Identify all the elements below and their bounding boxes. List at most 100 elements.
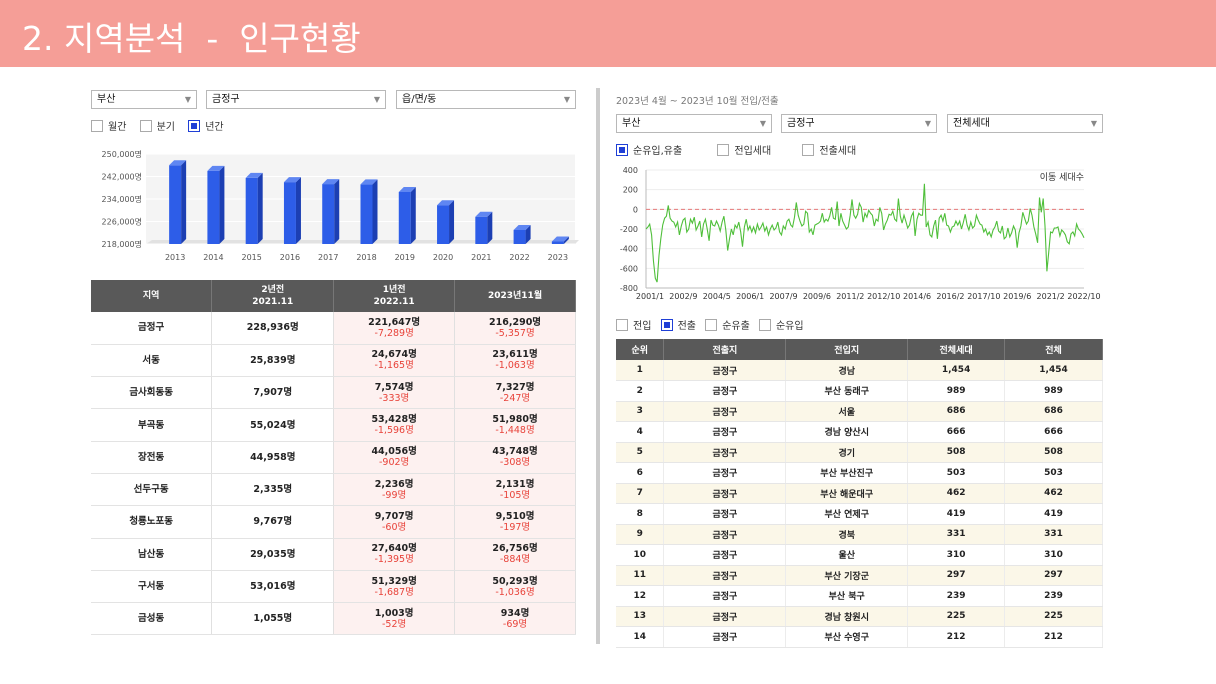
value-2021: 44,958명 bbox=[250, 451, 296, 463]
value-2023-cell: 51,980명 -1,448명 bbox=[454, 408, 576, 442]
select-sido[interactable]: 부산 ▼ bbox=[91, 90, 197, 109]
select-sigungu-right[interactable]: 금정구 ▼ bbox=[781, 114, 937, 133]
destination-cell: 경남 창원시 bbox=[785, 606, 909, 627]
bar-side-2016 bbox=[295, 177, 301, 244]
region-name: 금성동 bbox=[138, 613, 165, 625]
value-2023-cell: 9,510명 -197명 bbox=[454, 505, 576, 539]
value-2021-cell: 7,907명 bbox=[211, 376, 335, 410]
value-2021-cell: 228,936명 bbox=[211, 312, 335, 345]
table-row: 11 금정구 부산 기장군 297 297 bbox=[616, 565, 1103, 586]
origin-cell: 금정구 bbox=[663, 421, 787, 443]
origin-cell: 금정구 bbox=[663, 462, 787, 484]
destination-cell: 경남 bbox=[785, 360, 909, 381]
value-2023: 43,748명 bbox=[492, 446, 538, 458]
x-tick-label: 2022/10 bbox=[1067, 292, 1100, 301]
total-cell: 686 bbox=[1004, 401, 1103, 422]
region-cell: 부곡동 bbox=[91, 408, 213, 442]
x-tick-label: 2018 bbox=[356, 253, 376, 262]
checkbox-icon bbox=[705, 319, 718, 331]
table-option-label: 순유입 bbox=[775, 321, 804, 332]
rank-cell: 2 bbox=[616, 380, 665, 402]
table-row: 2 금정구 부산 동래구 989 989 bbox=[616, 380, 1103, 402]
origin-cell: 금정구 bbox=[663, 565, 787, 586]
origin-cell: 금정구 bbox=[663, 585, 787, 607]
checkbox-icon bbox=[139, 120, 152, 132]
select-dong[interactable]: 읍/면/동 ▼ bbox=[396, 90, 576, 109]
change-2023: -247명 bbox=[499, 392, 531, 404]
total-cell: 225 bbox=[1004, 606, 1103, 627]
bar-top-2017 bbox=[322, 179, 340, 185]
region-name: 장전동 bbox=[138, 451, 165, 463]
period-option-monthly[interactable]: 월간 bbox=[91, 118, 126, 133]
x-tick-label: 2023 bbox=[548, 253, 568, 262]
value-2023: 9,510명 bbox=[495, 510, 535, 522]
period-option-label: 분기 bbox=[156, 122, 175, 133]
destination-cell: 울산 bbox=[785, 544, 909, 566]
x-tick-label: 2019 bbox=[395, 253, 415, 262]
period-option-quarterly[interactable]: 분기 bbox=[139, 118, 175, 133]
table-option-net-out[interactable]: 순유출 bbox=[705, 317, 750, 332]
series-option-net[interactable]: 순유입,유출 bbox=[616, 142, 682, 157]
rank-cell: 1 bbox=[616, 360, 665, 381]
x-tick-label: 2007/9 bbox=[769, 292, 797, 301]
series-option-out[interactable]: 전출세대 bbox=[802, 142, 856, 157]
select-dong-value: 읍/면/동 bbox=[402, 94, 437, 105]
bar-top-2014 bbox=[207, 165, 225, 171]
x-tick-label: 2017/10 bbox=[967, 292, 1000, 301]
select-sigungu-right-value: 금정구 bbox=[787, 118, 815, 129]
households-cell: 419 bbox=[907, 503, 1006, 525]
value-2023-cell: 23,611명 -1,063명 bbox=[454, 344, 576, 378]
destination-cell: 경북 bbox=[785, 524, 909, 545]
bar-side-2021 bbox=[487, 211, 493, 244]
value-2021-cell: 29,035명 bbox=[211, 538, 335, 571]
total-cell: 666 bbox=[1004, 421, 1103, 443]
region-cell: 구서동 bbox=[91, 570, 213, 604]
total-cell: 331 bbox=[1004, 524, 1103, 545]
series-option-in[interactable]: 전입세대 bbox=[717, 142, 771, 157]
x-tick-label: 2014 bbox=[203, 253, 223, 262]
bar-2019 bbox=[398, 191, 411, 244]
checkbox-checked-icon bbox=[660, 319, 673, 331]
rank-cell: 13 bbox=[616, 606, 665, 627]
value-2021: 9,767명 bbox=[253, 516, 293, 528]
table-header: 2년전 2021.11 bbox=[211, 280, 335, 312]
total-cell: 310 bbox=[1004, 544, 1103, 566]
table-row: 10 금정구 울산 310 310 bbox=[616, 544, 1103, 566]
table-option-net-in[interactable]: 순유입 bbox=[758, 317, 804, 332]
value-2021: 53,016명 bbox=[250, 581, 296, 593]
change-2022: -60명 bbox=[382, 521, 407, 533]
destination-cell: 경남 양산시 bbox=[785, 421, 909, 443]
select-sigungu[interactable]: 금정구 ▼ bbox=[206, 90, 386, 109]
value-2022: 24,674명 bbox=[371, 349, 417, 361]
table-header: 1년전 2022.11 bbox=[333, 280, 456, 312]
bar-side-2015 bbox=[257, 172, 263, 244]
change-2022: -1,687명 bbox=[374, 586, 414, 598]
value-2022-cell: 7,574명 -333명 bbox=[333, 376, 456, 410]
bar-2014 bbox=[207, 170, 220, 244]
bar-side-2013 bbox=[181, 160, 187, 244]
origin-cell: 금정구 bbox=[663, 442, 787, 463]
select-sido-right[interactable]: 부산 ▼ bbox=[616, 114, 772, 133]
series-options: 순유입,유출 전입세대 전출세대 bbox=[616, 142, 866, 157]
table-option-in[interactable]: 전입 bbox=[616, 317, 651, 332]
region-name: 청룡노포동 bbox=[129, 516, 174, 528]
value-2023: 23,611명 bbox=[492, 349, 538, 361]
destination-cell: 경기 bbox=[785, 442, 909, 463]
x-tick-label: 2017 bbox=[318, 253, 338, 262]
x-tick-label: 2015 bbox=[242, 253, 262, 262]
origin-cell: 금정구 bbox=[663, 360, 787, 381]
x-tick-label: 2006/1 bbox=[736, 292, 764, 301]
checkbox-checked-icon bbox=[188, 120, 201, 132]
x-tick-label: 2012/10 bbox=[867, 292, 900, 301]
bar-2023 bbox=[551, 241, 564, 244]
checkbox-checked-icon bbox=[616, 144, 628, 156]
origin-cell: 금정구 bbox=[663, 626, 787, 648]
select-household-type[interactable]: 전체세대 ▼ bbox=[947, 114, 1103, 133]
rank-cell: 6 bbox=[616, 462, 665, 484]
period-option-yearly[interactable]: 년간 bbox=[188, 118, 224, 133]
chevron-down-icon: ▼ bbox=[563, 95, 570, 104]
table-row: 14 금정구 부산 수영구 212 212 bbox=[616, 626, 1103, 648]
value-2021: 29,035명 bbox=[250, 548, 296, 560]
table-option-out[interactable]: 전출 bbox=[660, 317, 696, 332]
